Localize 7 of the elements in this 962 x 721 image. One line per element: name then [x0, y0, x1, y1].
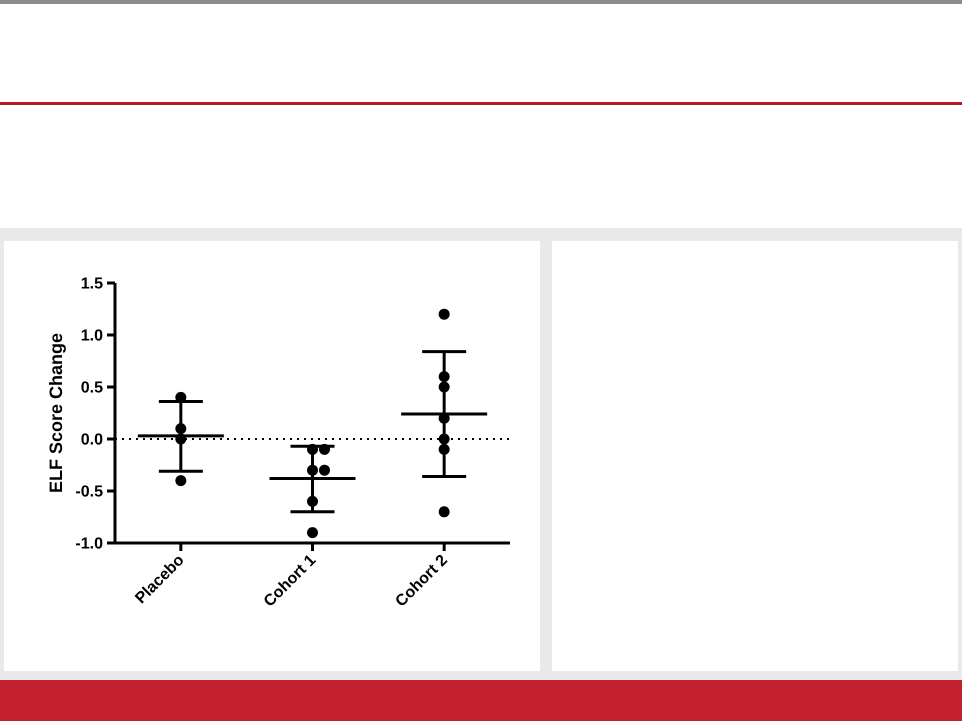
y-tick-label: -0.5	[75, 484, 104, 501]
y-tick-label: 1.0	[80, 328, 104, 345]
y-tick-label: 0.5	[80, 380, 104, 397]
y-tick-label: 0.0	[80, 432, 104, 449]
y-tick-label: 1.5	[80, 276, 104, 293]
y-tick-label: -1.0	[75, 536, 104, 553]
y-axis-title: ELF Score Change	[46, 332, 66, 494]
